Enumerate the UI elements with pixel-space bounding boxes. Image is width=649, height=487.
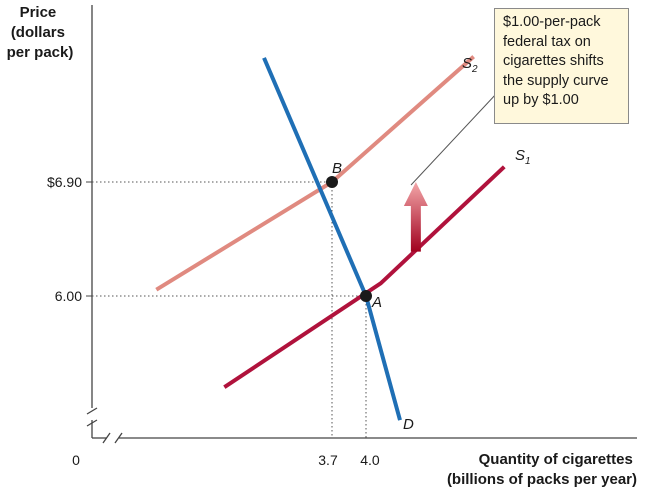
tick-labels: $6.90 6.00 3.7 4.0 [47,174,380,468]
axes [86,5,637,444]
x-axis-title-line: Quantity of cigarettes [479,451,633,468]
curve-s1 [223,165,506,389]
curve-label-s2: S2 [462,55,478,75]
x-axis-break-mark [102,432,123,444]
guide-lines [92,181,367,438]
origin-label: 0 [72,452,80,468]
y-axis-title-line: per pack) [7,44,74,61]
up-arrow-shape [403,182,428,252]
x-tick-label: 4.0 [360,452,380,468]
annotation-line: up by $1.00 [503,92,579,108]
curve-label-d: D [403,416,414,433]
equilibrium-point-b [326,176,338,188]
point-label-a: A [371,294,382,311]
x-axis-title: Quantity of cigarettes (billions of pack… [447,451,637,487]
shift-arrow [403,182,428,252]
x-axis-title-line: (billions of packs per year) [447,471,637,487]
curve-label-s1: S1 [515,147,531,167]
y-tick-label: 6.00 [55,288,82,304]
point-label-b: B [332,160,342,177]
tax-annotation-box: $1.00-per-pack federal tax on cigarettes… [494,8,629,124]
y-axis-title-line: (dollars [11,24,65,41]
annotation-line: cigarettes shifts [503,53,604,69]
y-axis-title-line: Price [20,4,57,21]
y-axis-title: Price (dollars per pack) [7,4,74,61]
callout-leader-line [410,92,498,186]
x-tick-label: 3.7 [318,452,338,468]
annotation-line: $1.00-per-pack [503,14,601,30]
equilibrium-point-a [359,290,372,303]
curves: S1 S2 D [155,55,531,433]
equilibrium-points: AB [326,160,382,311]
y-tick-label: $6.90 [47,174,82,190]
annotation-line: the supply curve [503,72,609,89]
y-axis-break-mark [86,407,98,427]
annotation-line: federal tax on [503,33,591,50]
